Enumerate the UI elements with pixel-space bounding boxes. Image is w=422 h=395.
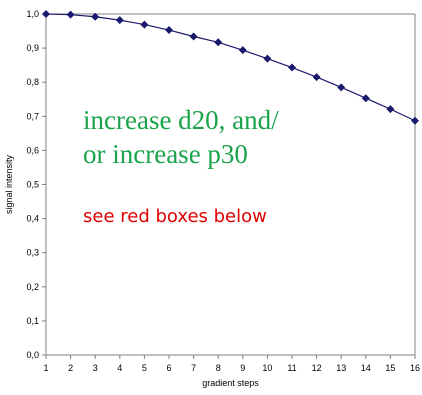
data-point-marker: [165, 26, 173, 35]
x-tick-label: 4: [117, 363, 122, 373]
x-axis-ticks: 1 2 3 4 5 6 7 8 9 10 11 12 13 14 15 16: [43, 355, 420, 373]
x-tick-label: 10: [262, 363, 272, 373]
y-tick-label: 0,1: [26, 316, 39, 326]
data-point-marker: [189, 32, 198, 41]
annotation-green-line-2: or increase p30: [83, 139, 248, 169]
data-point-marker: [214, 38, 223, 47]
y-tick-label: 0,8: [26, 77, 39, 87]
x-tick-label: 12: [312, 363, 322, 373]
x-axis-label: gradient steps: [202, 378, 259, 388]
data-point-marker: [140, 20, 149, 29]
x-tick-label: 8: [216, 363, 221, 373]
y-tick-label: 0,5: [26, 180, 39, 190]
annotation-green-line-1: increase d20, and/: [83, 105, 279, 135]
x-tick-label: 14: [361, 363, 371, 373]
y-tick-label: 0,6: [26, 145, 39, 155]
x-tick-label: 6: [166, 363, 171, 373]
data-point-marker: [386, 105, 395, 114]
y-axis-ticks: 0,0 0,1 0,2 0,3 0,4 0,5 0,6 0,7 0,8 0,9 1,0: [26, 9, 46, 360]
annotation-red-line: see red boxes below: [83, 206, 267, 227]
data-point-marker: [91, 12, 100, 21]
y-tick-label: 0,4: [26, 214, 39, 224]
data-point-marker: [337, 83, 346, 92]
data-point-marker: [361, 94, 370, 103]
data-series: [42, 10, 419, 125]
data-point-marker: [263, 54, 272, 63]
annotations: increase d20, and/ or increase p30 see r…: [83, 105, 279, 227]
y-tick-label: 0,9: [26, 43, 39, 53]
x-tick-label: 15: [385, 363, 395, 373]
data-point-marker: [238, 46, 247, 55]
data-point-marker: [312, 73, 321, 82]
y-tick-label: 1,0: [26, 9, 39, 19]
y-tick-label: 0,2: [26, 282, 39, 292]
y-axis-label: signal intensity: [4, 154, 14, 214]
x-tick-label: 1: [43, 363, 48, 373]
data-point-marker: [42, 10, 50, 18]
data-point-marker: [115, 16, 124, 25]
data-point-marker: [288, 63, 296, 72]
data-point-marker: [66, 10, 75, 19]
x-tick-label: 11: [287, 363, 296, 373]
y-tick-label: 0,3: [26, 248, 39, 258]
y-tick-label: 0,0: [26, 350, 39, 360]
x-tick-label: 5: [142, 363, 147, 373]
x-tick-label: 9: [240, 363, 245, 373]
x-tick-label: 3: [93, 363, 98, 373]
series-line: [45, 13, 416, 122]
x-tick-label: 16: [410, 363, 420, 373]
x-tick-label: 2: [68, 363, 73, 373]
x-tick-label: 13: [336, 363, 346, 373]
y-tick-label: 0,7: [26, 111, 39, 121]
data-point-marker: [411, 116, 419, 125]
x-tick-label: 7: [191, 363, 196, 373]
chart-axes: [45, 13, 416, 356]
